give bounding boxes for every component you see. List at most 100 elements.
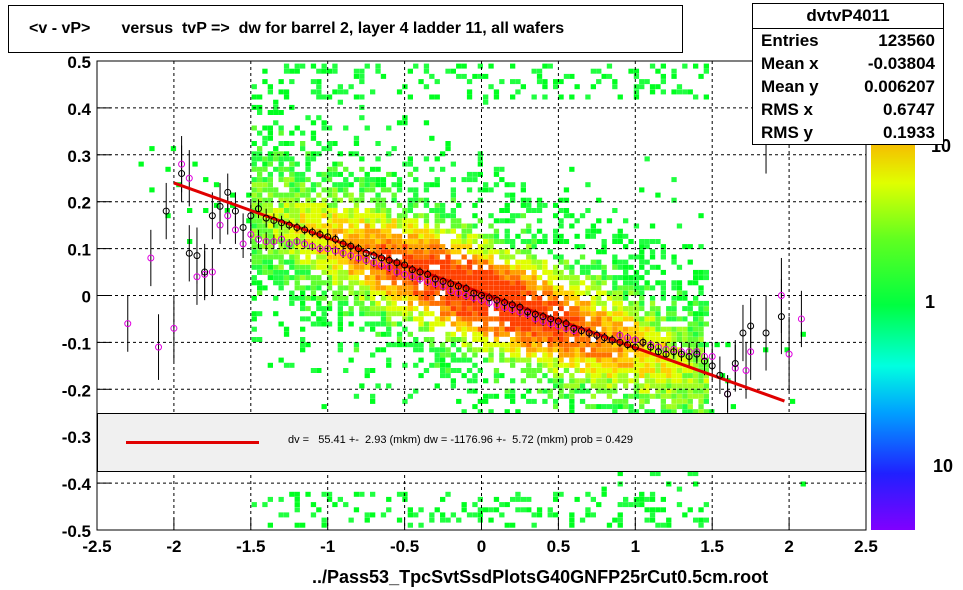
heat-cell	[526, 342, 532, 348]
heat-cell	[251, 182, 257, 188]
heat-cell	[251, 223, 257, 229]
heat-cell	[569, 280, 575, 286]
heat-cell	[693, 347, 699, 353]
heat-cell	[569, 512, 575, 518]
magenta-point	[677, 348, 685, 356]
heat-cell	[466, 347, 473, 353]
heat-cell	[396, 517, 403, 523]
heat-cell	[526, 311, 532, 317]
heat-cell	[660, 337, 666, 342]
heat-cell	[429, 269, 435, 275]
heat-cell	[283, 202, 290, 208]
heat-cell	[445, 491, 451, 497]
heat-cell	[402, 254, 408, 260]
heat-cell	[784, 347, 790, 353]
heat-cell	[693, 300, 699, 306]
heat-cell	[687, 331, 693, 337]
heat-cell	[682, 357, 688, 363]
heat-cell	[305, 115, 311, 121]
heat-cell	[649, 254, 656, 260]
heat-cell	[321, 187, 327, 193]
heat-cell	[445, 337, 451, 342]
heat-cell	[472, 202, 478, 208]
heat-cell	[671, 409, 677, 415]
heat-cell	[639, 249, 645, 255]
heat-cell	[450, 342, 456, 348]
heat-cell	[418, 311, 424, 317]
heat-cell	[601, 383, 607, 389]
magenta-point	[201, 270, 209, 278]
heat-cell	[472, 373, 478, 379]
heat-cell	[515, 285, 521, 291]
heat-cell	[461, 352, 467, 358]
heat-cell	[300, 290, 306, 296]
heat-cell	[294, 254, 300, 260]
heat-cell	[515, 316, 521, 322]
heat-cell	[262, 68, 268, 74]
heat-cell	[493, 316, 500, 322]
heat-cell	[633, 383, 640, 389]
heat-cell	[310, 79, 317, 85]
heat-cell	[493, 182, 500, 188]
heat-cell	[380, 197, 387, 203]
heat-cell	[267, 264, 273, 270]
heat-cell	[450, 311, 456, 317]
heat-cell	[316, 295, 322, 301]
heat-cell	[596, 295, 602, 301]
heat-cell	[488, 285, 494, 291]
heat-cell	[386, 223, 392, 229]
heat-cell	[321, 249, 327, 255]
heat-cell	[510, 264, 516, 270]
heat-cell	[483, 249, 489, 255]
heat-cell	[316, 89, 322, 95]
heat-cell	[445, 228, 451, 234]
heat-cell	[434, 254, 440, 260]
heat-cell	[332, 166, 338, 172]
heat-cell	[558, 378, 564, 384]
heat-cell	[251, 275, 257, 281]
heat-cell	[536, 316, 543, 322]
heat-cell	[267, 233, 273, 239]
heat-cell	[343, 208, 349, 213]
heat-cell	[520, 326, 526, 332]
heat-cell	[536, 357, 543, 363]
heat-cell	[429, 239, 435, 244]
heat-cell	[300, 316, 306, 322]
magenta-point	[270, 238, 278, 246]
heat-cell	[682, 388, 688, 394]
heat-cell	[267, 208, 273, 213]
heat-cell	[326, 496, 333, 502]
heat-cell	[499, 347, 505, 353]
heat-cell	[294, 502, 300, 508]
heat-cell	[483, 94, 489, 100]
heat-cell	[676, 373, 683, 379]
heat-cell	[434, 244, 440, 250]
heat-cell	[542, 94, 548, 100]
heat-cell	[461, 264, 467, 270]
heat-cell	[493, 171, 500, 177]
heat-cell	[423, 295, 430, 301]
heat-cell	[547, 357, 553, 363]
data-points	[124, 132, 805, 398]
heat-cell	[289, 68, 295, 74]
heat-cell	[300, 337, 306, 342]
heat-cell	[359, 228, 365, 234]
heat-cell	[278, 197, 284, 203]
heat-cell	[655, 326, 661, 332]
heat-cell	[536, 218, 543, 224]
heat-cell	[466, 259, 473, 265]
heat-cell	[504, 259, 510, 265]
heat-cell	[601, 378, 607, 384]
heat-cell	[596, 311, 602, 317]
heat-cell	[585, 342, 591, 348]
heat-cell	[515, 269, 521, 275]
heat-cell	[353, 68, 360, 74]
heat-cell	[326, 228, 333, 234]
heat-cell	[493, 393, 500, 399]
heat-cell	[326, 249, 333, 255]
heat-cell	[321, 146, 327, 152]
heat-cell	[267, 249, 273, 255]
heat-cell	[569, 290, 575, 296]
heat-cell	[337, 213, 343, 219]
heat-cell	[418, 275, 424, 281]
